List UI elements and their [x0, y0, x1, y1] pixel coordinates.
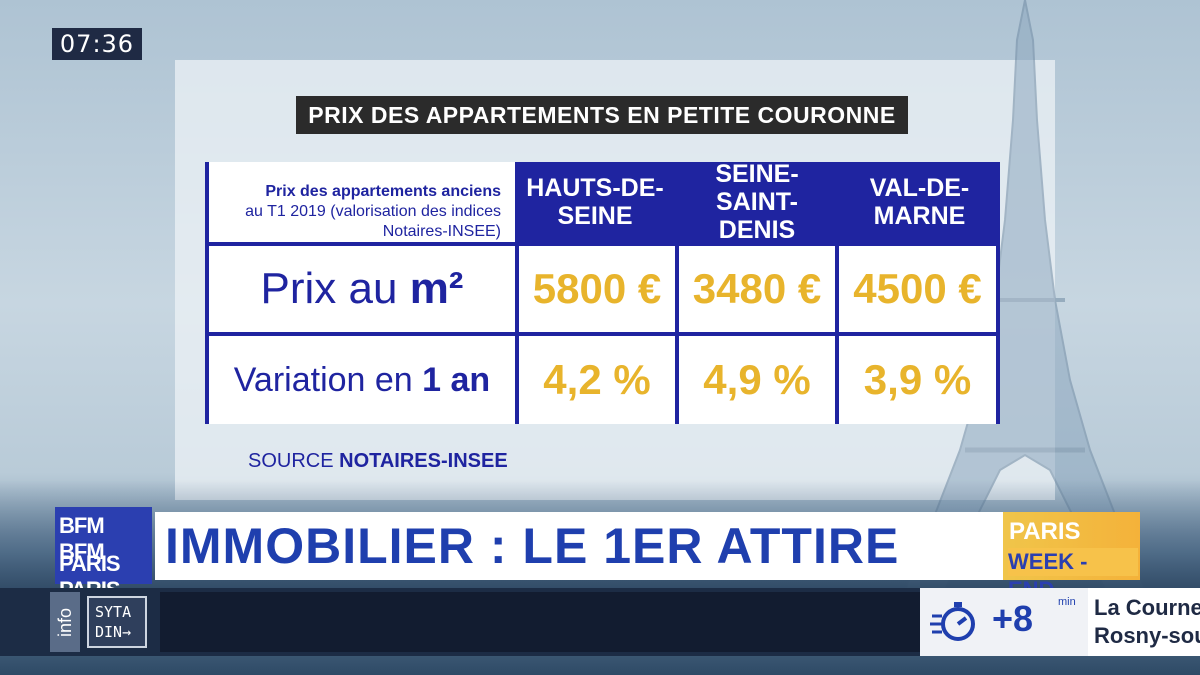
variation-value-hauts-de-seine: 4,2 %	[519, 336, 675, 424]
table-divider	[675, 162, 679, 424]
ticker-content	[160, 592, 920, 652]
traffic-delay-box: +8 min	[920, 588, 1088, 656]
table-border-left	[205, 162, 209, 424]
row-label-variation-unit: 1 an	[422, 360, 491, 399]
sytadin-logo: SYTA DIN→	[87, 596, 147, 648]
column-header-line2: MARNE	[873, 202, 966, 230]
table-note-line2: au T1 2019 (valorisation des indices	[245, 203, 501, 220]
variation-value-val-de-marne: 3,9 %	[839, 336, 996, 424]
paris-week-end-badge: PARIS WEEK - END	[1003, 512, 1140, 602]
column-header-hauts-de-seine: HAUTS-DE- SEINE	[515, 162, 675, 242]
news-crawl-line1: La Courne	[1094, 595, 1200, 620]
weekend-badge-line1: PARIS	[1009, 518, 1081, 545]
table-divider	[205, 242, 1000, 246]
news-crawl-line2: Rosny-sou	[1094, 623, 1200, 648]
column-header-val-de-marne: VAL-DE- MARNE	[839, 162, 1000, 242]
source-credit: SOURCE NOTAIRES-INSEE	[248, 450, 508, 473]
row-label-price: Prix au m²	[209, 246, 515, 332]
column-header-line1: HAUTS-DE-	[526, 174, 664, 202]
row-label-variation: Variation en 1 an	[209, 336, 515, 424]
row-label-variation-text: Variation en	[233, 360, 423, 399]
column-header-line1: SEINE-	[715, 160, 799, 188]
headline-banner: IMMOBILIER : LE 1ER ATTIRE MOINS	[155, 512, 1003, 642]
table-border-right	[996, 162, 1000, 424]
source-name: NOTAIRES-INSEE	[339, 450, 508, 472]
column-header-seine-saint-denis: SEINE- SAINT-DENIS	[679, 160, 835, 244]
table-note-line3: Notaires-INSEE)	[382, 223, 501, 240]
row-label-price-unit: m²	[409, 264, 464, 313]
price-table: Prix des appartements anciens au T1 2019…	[205, 160, 1000, 424]
table-note: Prix des appartements anciens au T1 2019…	[205, 162, 515, 242]
column-header-line2: SEINE	[557, 202, 633, 230]
price-value-val-de-marne: 4500 €	[839, 246, 996, 332]
news-crawl: La Courne Rosny-sou	[1088, 588, 1200, 656]
info-tab: info	[50, 592, 80, 652]
price-value-hauts-de-seine: 5800 €	[519, 246, 675, 332]
chart-title: PRIX DES APPARTEMENTS EN PETITE COURONNE	[296, 96, 908, 134]
clock: 07:36	[52, 28, 142, 60]
logo-line1: BFM BFM	[59, 513, 105, 564]
row-label-price-text: Prix au	[260, 264, 410, 313]
table-divider	[835, 162, 839, 424]
traffic-delay-unit: min	[1058, 596, 1076, 608]
column-header-line1: VAL-DE-	[869, 174, 970, 202]
table-note-line1: Prix des appartements anciens	[265, 183, 501, 200]
price-value-seine-saint-denis: 3480 €	[679, 246, 835, 332]
sytadin-line1: SYTA	[95, 603, 132, 621]
table-divider	[205, 332, 1000, 336]
table-divider	[515, 162, 519, 424]
column-header-line2: SAINT-DENIS	[716, 188, 798, 244]
traffic-delay-value: +8	[992, 598, 1034, 639]
variation-value-seine-saint-denis: 4,9 %	[679, 336, 835, 424]
sytadin-line2: DIN→	[95, 623, 132, 641]
source-prefix: SOURCE	[248, 450, 340, 472]
stopwatch-icon	[930, 602, 975, 641]
bfm-paris-logo: BFM BFM PARIS PARIS	[55, 507, 152, 602]
weekend-badge-line2: WEEK - END	[1008, 548, 1138, 602]
